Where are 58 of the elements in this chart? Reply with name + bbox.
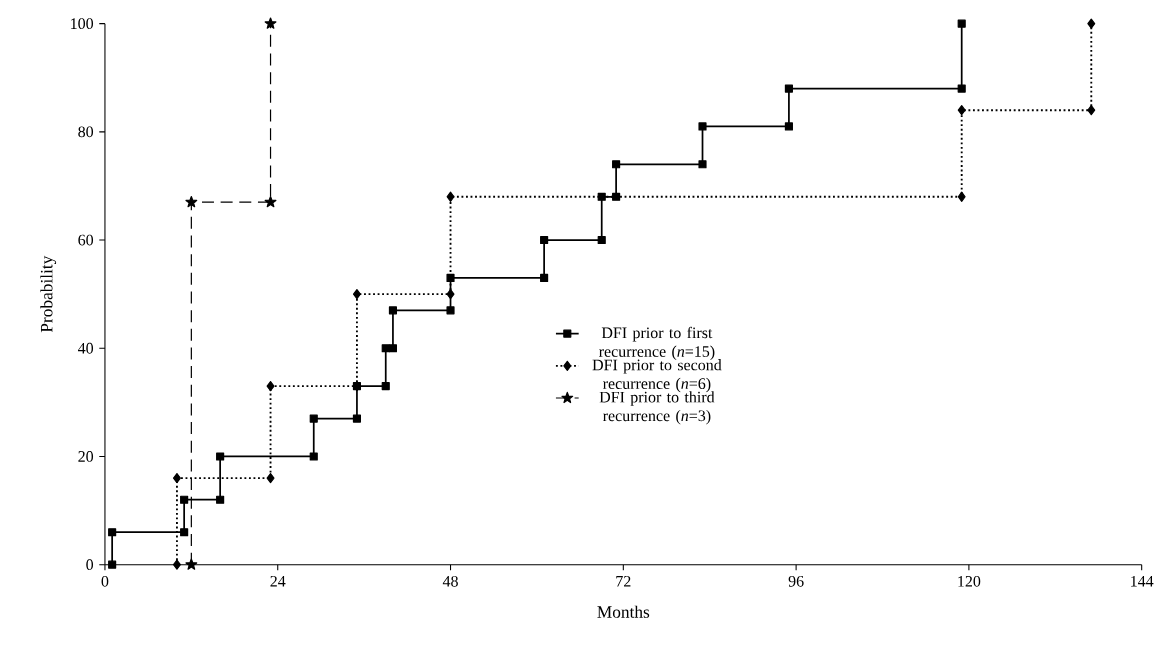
point <box>266 381 275 392</box>
x-tick-label: 120 <box>958 576 981 587</box>
point <box>957 19 966 28</box>
point <box>1087 18 1096 29</box>
point <box>698 122 707 131</box>
point <box>784 84 793 93</box>
point <box>180 528 189 537</box>
x-axis-title: Months <box>597 605 650 619</box>
legend-label: DFI prior to third recurrence (n=3) <box>599 391 715 425</box>
point <box>108 560 117 569</box>
point <box>1087 105 1096 116</box>
point <box>446 274 455 283</box>
point <box>381 382 390 391</box>
x-tick-label: 72 <box>616 576 631 587</box>
point <box>784 122 793 131</box>
point <box>957 105 966 116</box>
point <box>446 306 455 315</box>
x-tick-label: 144 <box>1131 576 1154 587</box>
y-tick-label: 40 <box>77 343 94 354</box>
point <box>446 289 455 300</box>
point <box>185 196 198 208</box>
point <box>352 414 361 423</box>
y-tick-label: 60 <box>78 234 94 246</box>
x-tick-label: 24 <box>270 576 286 587</box>
y-axis-title: Probability <box>40 255 57 333</box>
point <box>957 84 966 93</box>
y-tick-label: 0 <box>86 559 94 571</box>
point <box>388 306 397 315</box>
y-tick-label: 80 <box>78 126 94 138</box>
point <box>612 192 621 202</box>
point <box>266 473 275 484</box>
point <box>597 192 606 202</box>
point <box>540 236 549 245</box>
x-tick-label: 96 <box>788 576 804 587</box>
point <box>309 452 318 461</box>
point <box>108 528 117 537</box>
x-tick-label: 48 <box>442 576 458 587</box>
point <box>698 160 707 169</box>
point <box>180 495 189 504</box>
point <box>172 473 181 484</box>
point <box>264 196 277 208</box>
point <box>216 495 225 504</box>
point <box>309 414 318 423</box>
point <box>185 558 198 570</box>
point <box>352 382 361 391</box>
point <box>540 274 549 283</box>
point <box>172 559 181 570</box>
x-tick-label: 0 <box>101 576 109 587</box>
point <box>352 289 361 300</box>
point <box>388 344 397 353</box>
point <box>216 452 225 461</box>
point <box>957 191 966 203</box>
y-tick-label: 20 <box>78 451 94 463</box>
point <box>612 160 621 169</box>
point <box>446 191 455 203</box>
point <box>264 17 277 29</box>
point <box>597 236 606 245</box>
y-tick-label: 100 <box>71 18 94 30</box>
